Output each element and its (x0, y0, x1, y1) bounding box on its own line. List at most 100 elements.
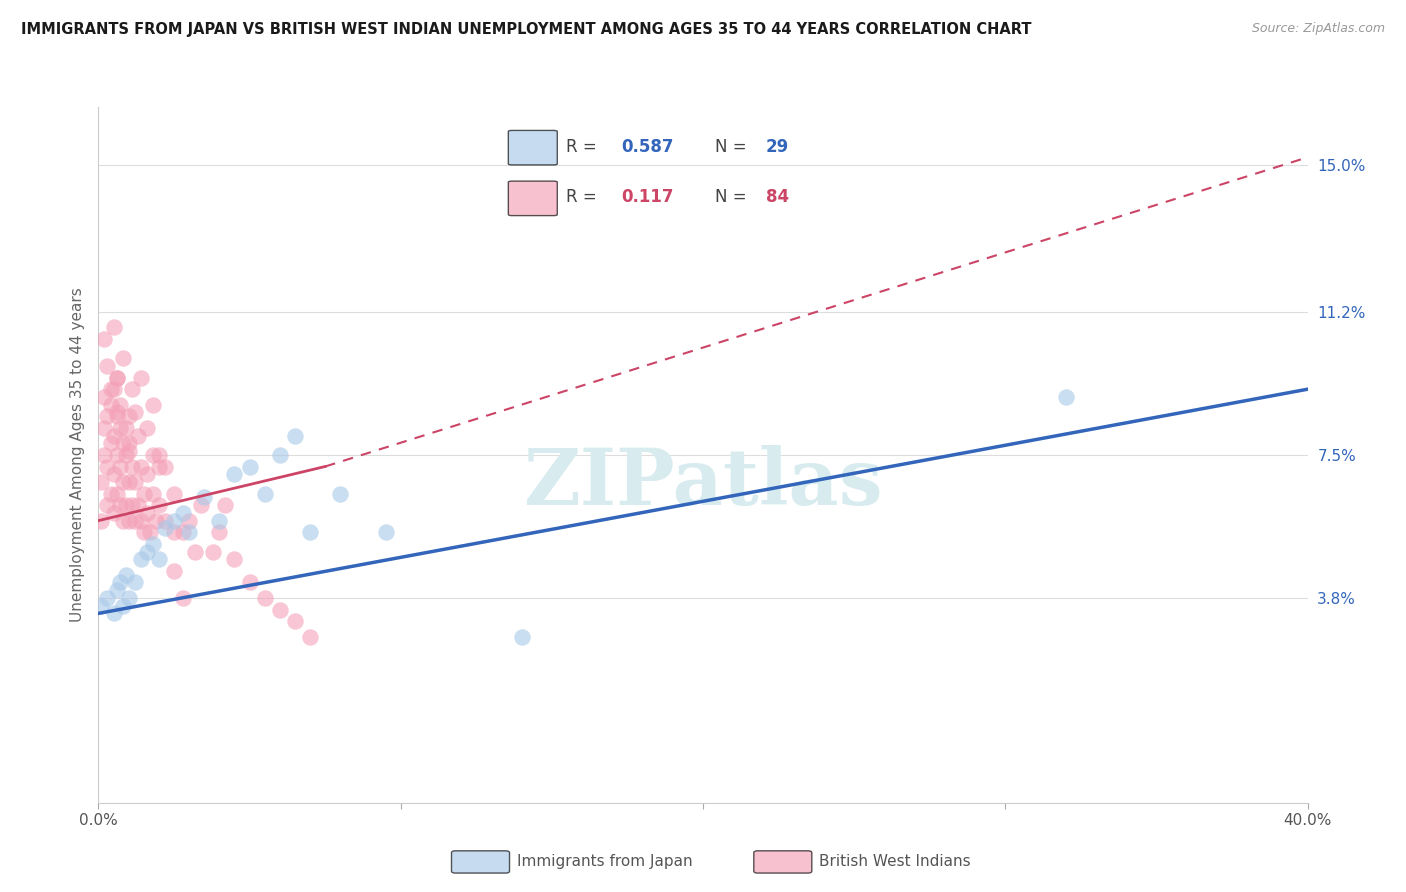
Point (239, 459, 262, 474)
Y-axis label: Unemployment Among Ages 35 to 44 years: Unemployment Among Ages 35 to 44 years (69, 287, 84, 623)
Point (269, 448, 291, 462)
Point (93, 448, 115, 462)
Point (179, 514, 201, 528)
Point (224, 467, 246, 482)
Point (103, 382, 125, 396)
Point (142, 537, 165, 551)
Point (96, 409, 118, 424)
Point (118, 436, 141, 450)
Point (124, 575, 146, 590)
FancyBboxPatch shape (451, 851, 509, 873)
Point (108, 398, 131, 412)
Point (111, 475, 134, 489)
Point (253, 591, 276, 605)
Point (118, 444, 141, 458)
Point (103, 607, 125, 621)
Point (93, 390, 115, 404)
Point (100, 486, 122, 500)
Point (153, 521, 176, 535)
Point (224, 552, 246, 566)
Point (90, 475, 112, 489)
Point (163, 514, 186, 528)
Point (96, 498, 118, 512)
Point (108, 498, 131, 512)
Point (190, 498, 212, 512)
Point (132, 486, 155, 500)
Point (105, 405, 128, 419)
Point (284, 614, 307, 628)
Point (148, 448, 170, 462)
Point (142, 486, 165, 500)
Point (96, 591, 118, 605)
Point (118, 475, 141, 489)
Point (103, 467, 125, 482)
Point (172, 525, 194, 540)
Point (284, 428, 307, 442)
Point (111, 599, 134, 613)
Point (148, 459, 170, 474)
Text: IMMIGRANTS FROM JAPAN VS BRITISH WEST INDIAN UNEMPLOYMENT AMONG AGES 35 TO 44 YE: IMMIGRANTS FROM JAPAN VS BRITISH WEST IN… (21, 22, 1032, 37)
Point (108, 421, 131, 435)
Point (193, 491, 215, 505)
Point (202, 544, 225, 558)
Point (135, 506, 157, 520)
Text: ZIPatlas: ZIPatlas (523, 445, 883, 521)
Point (129, 370, 152, 384)
Point (239, 575, 262, 590)
Point (100, 398, 122, 412)
Point (111, 514, 134, 528)
Point (124, 405, 146, 419)
Point (118, 409, 141, 424)
Point (179, 525, 201, 540)
Point (103, 320, 125, 334)
Point (299, 525, 322, 540)
Point (148, 552, 170, 566)
Point (93, 421, 115, 435)
Point (139, 525, 162, 540)
Point (1054, 390, 1077, 404)
FancyBboxPatch shape (754, 851, 811, 873)
Point (121, 498, 143, 512)
Point (129, 514, 152, 528)
Point (96, 459, 118, 474)
Point (111, 436, 134, 450)
Point (90, 599, 112, 613)
Point (214, 498, 236, 512)
Point (510, 630, 533, 644)
Point (114, 448, 136, 462)
Point (105, 370, 128, 384)
Point (105, 409, 128, 424)
Point (129, 552, 152, 566)
Point (208, 525, 231, 540)
Point (118, 591, 141, 605)
Point (142, 448, 165, 462)
Point (148, 498, 170, 512)
Text: Source: ZipAtlas.com: Source: ZipAtlas.com (1251, 22, 1385, 36)
Point (163, 486, 186, 500)
Point (129, 459, 152, 474)
Point (118, 514, 141, 528)
Point (124, 514, 146, 528)
Point (253, 486, 276, 500)
Point (184, 544, 207, 558)
Point (114, 567, 136, 582)
Point (103, 506, 125, 520)
Point (100, 436, 122, 450)
Point (135, 544, 157, 558)
Text: British West Indians: British West Indians (820, 854, 970, 869)
Point (374, 525, 396, 540)
Point (108, 459, 131, 474)
Point (124, 475, 146, 489)
Point (105, 448, 128, 462)
Point (127, 498, 149, 512)
Point (96, 359, 118, 373)
Point (208, 514, 231, 528)
Point (114, 498, 136, 512)
Point (105, 370, 128, 384)
Point (145, 514, 167, 528)
Point (172, 591, 194, 605)
Point (163, 564, 186, 578)
Point (105, 486, 128, 500)
Point (299, 630, 322, 644)
Point (135, 467, 157, 482)
